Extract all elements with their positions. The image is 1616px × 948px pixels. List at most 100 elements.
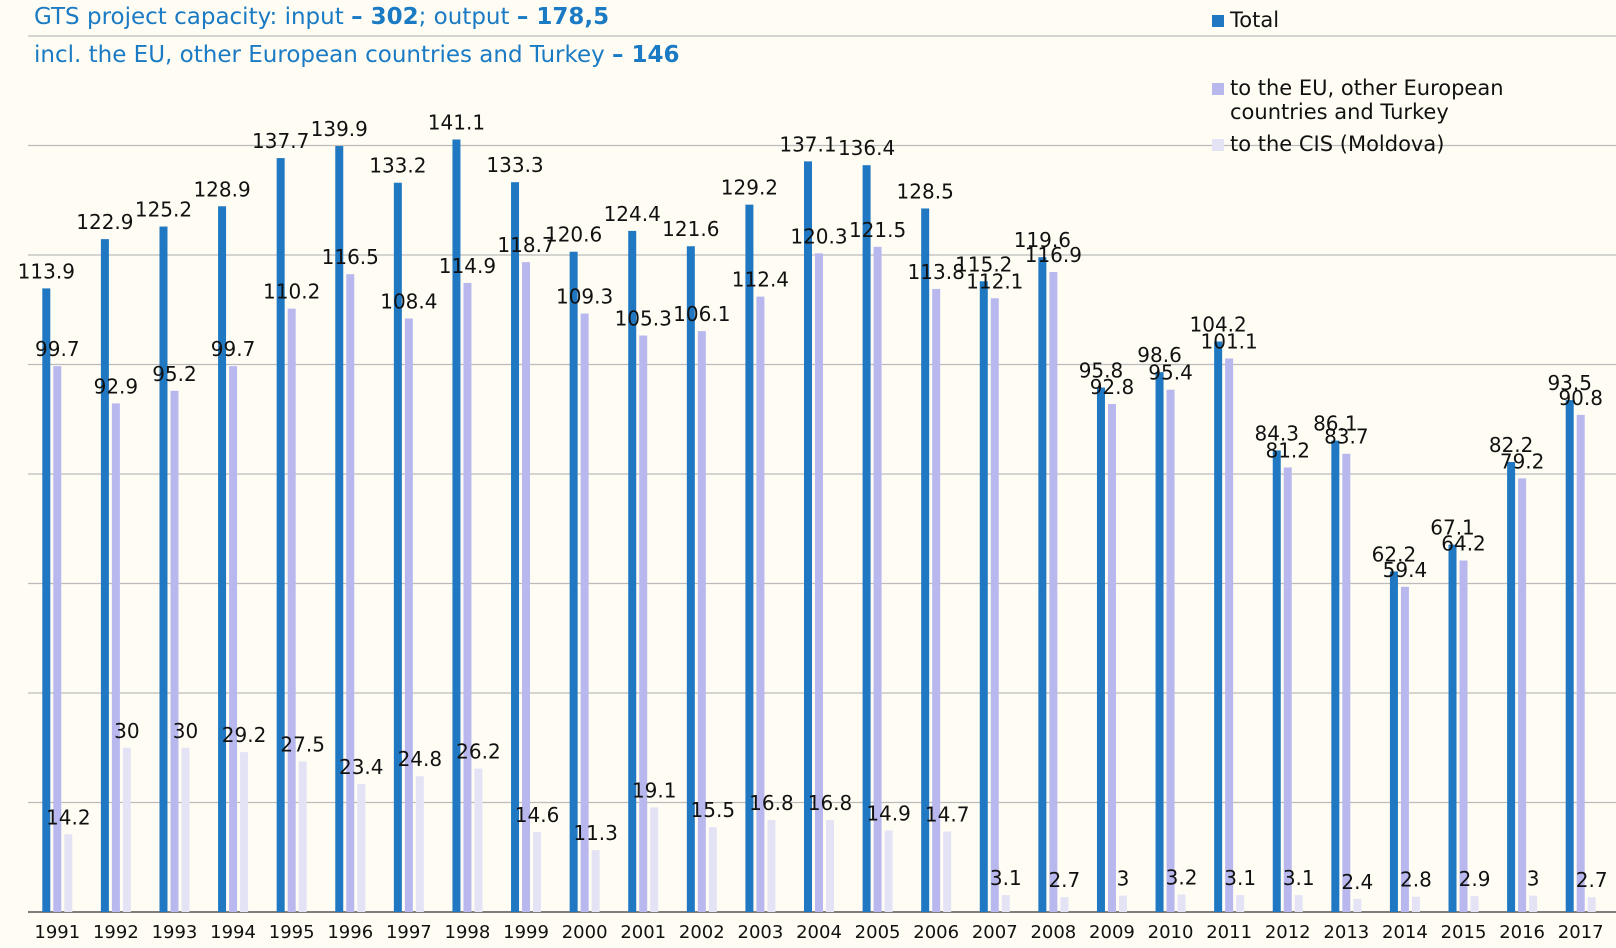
data-label: 62.2 xyxy=(1372,542,1417,566)
bar xyxy=(1400,586,1409,912)
data-label: 64.2 xyxy=(1441,532,1486,556)
data-label: 116.5 xyxy=(322,245,379,269)
bar xyxy=(1038,257,1047,912)
data-label: 26.2 xyxy=(456,740,501,764)
data-label: 3 xyxy=(1117,867,1130,891)
x-tick-label: 1995 xyxy=(269,922,315,943)
data-label: 113.9 xyxy=(18,259,75,283)
bar xyxy=(686,246,695,913)
bar xyxy=(1096,387,1105,912)
data-label: 101.1 xyxy=(1201,329,1258,353)
data-label: 115.2 xyxy=(955,252,1012,276)
legend-label: Total xyxy=(1230,8,1280,32)
data-label: 121.5 xyxy=(849,218,906,242)
data-label: 82.2 xyxy=(1489,433,1534,457)
bar xyxy=(111,403,120,912)
bar xyxy=(404,318,413,912)
x-tick-label: 2016 xyxy=(1499,922,1545,943)
data-label: 14.2 xyxy=(46,805,91,829)
bar xyxy=(463,282,472,912)
title-part: incl. the EU, other European countries a… xyxy=(34,42,612,68)
x-tick-label: 2015 xyxy=(1441,922,1487,943)
bar xyxy=(1107,403,1116,912)
bar xyxy=(53,366,62,913)
bar xyxy=(804,161,812,912)
data-label: 92.9 xyxy=(94,374,139,398)
x-tick-label: 2010 xyxy=(1148,922,1194,943)
data-label: 2.8 xyxy=(1400,868,1432,892)
bar xyxy=(1166,389,1175,912)
bar xyxy=(100,239,109,912)
bar xyxy=(826,820,834,912)
data-label: 14.6 xyxy=(515,803,560,827)
data-label: 139.9 xyxy=(311,117,368,141)
data-label: 104.2 xyxy=(1190,313,1247,337)
bar xyxy=(708,827,717,912)
legend-item: to the EU, other European countries and … xyxy=(1212,76,1542,124)
bar xyxy=(393,182,402,913)
bar xyxy=(1587,897,1596,912)
bar xyxy=(415,776,424,912)
bar xyxy=(932,288,941,912)
legend-label: to the EU, other European countries and … xyxy=(1230,76,1504,124)
x-tick-label: 2012 xyxy=(1265,922,1311,943)
bar xyxy=(580,313,589,912)
legend-item: Total xyxy=(1212,8,1542,32)
bar xyxy=(767,820,776,912)
data-label: 95.4 xyxy=(1148,361,1193,385)
bar xyxy=(1529,895,1538,912)
data-label: 3 xyxy=(1527,867,1540,891)
x-tick-label: 1993 xyxy=(152,922,198,943)
bar xyxy=(650,807,659,912)
bar xyxy=(1294,895,1303,912)
bar xyxy=(346,274,355,913)
data-label: 19.1 xyxy=(632,778,677,802)
bar xyxy=(1236,895,1245,912)
x-tick-label: 1997 xyxy=(386,922,432,943)
bar xyxy=(628,230,637,912)
bar xyxy=(522,262,531,912)
data-label: 105.3 xyxy=(615,306,672,330)
bar xyxy=(1331,440,1340,912)
data-label: 125.2 xyxy=(135,198,192,222)
x-tick-label: 1996 xyxy=(327,922,373,943)
bar xyxy=(1214,341,1223,912)
bar xyxy=(287,308,296,912)
bar xyxy=(815,253,823,913)
chart-title: GTS project capacity: input – 302; outpu… xyxy=(34,4,609,30)
bar xyxy=(1001,895,1010,912)
data-label: 122.9 xyxy=(76,210,133,234)
title-part: – 146 xyxy=(612,42,680,68)
data-label: 67.1 xyxy=(1430,516,1475,540)
legend: Total to the EU, other European countries… xyxy=(1212,8,1542,164)
bar xyxy=(921,208,930,912)
data-label: 16.8 xyxy=(808,791,853,815)
data-label: 3.1 xyxy=(990,866,1022,890)
legend-label: to the CIS (Moldova) xyxy=(1230,132,1445,156)
data-label: 84.3 xyxy=(1254,421,1299,445)
data-label: 79.2 xyxy=(1500,449,1545,473)
chart-subtitle: incl. the EU, other European countries a… xyxy=(34,42,680,68)
bar xyxy=(64,834,73,912)
data-label: 92.8 xyxy=(1090,375,1135,399)
bar xyxy=(990,298,999,912)
bar xyxy=(1118,895,1127,912)
data-label: 3.2 xyxy=(1166,865,1198,889)
x-tick-label: 2013 xyxy=(1323,922,1369,943)
data-label: 99.7 xyxy=(35,337,80,361)
data-label: 93.5 xyxy=(1547,371,1592,395)
title-part: ; output xyxy=(419,4,517,30)
bar xyxy=(979,281,988,912)
data-label: 83.7 xyxy=(1324,425,1369,449)
data-label: 99.7 xyxy=(211,337,256,361)
title-part: GTS project capacity: input xyxy=(34,4,351,30)
bar xyxy=(452,139,461,913)
data-label: 109.3 xyxy=(556,285,613,309)
data-label: 133.3 xyxy=(486,153,543,177)
bar xyxy=(1576,414,1585,912)
bar xyxy=(1225,358,1234,912)
data-label: 112.1 xyxy=(966,269,1023,293)
bar xyxy=(873,246,882,913)
bar xyxy=(1389,571,1398,912)
